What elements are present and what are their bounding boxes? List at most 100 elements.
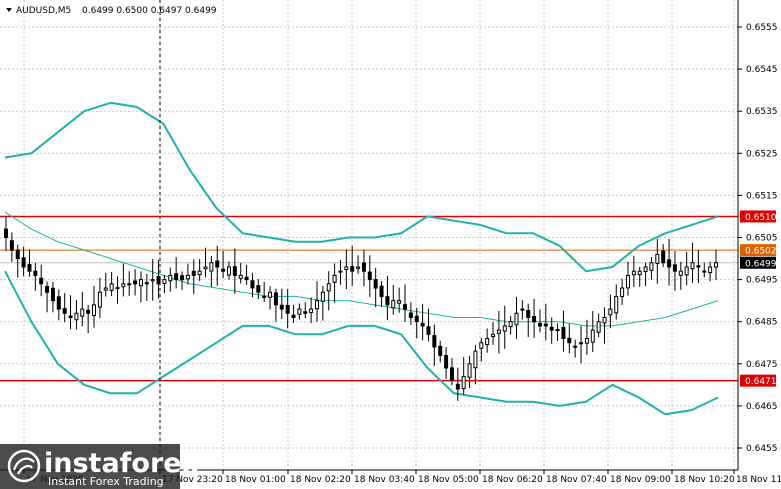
candle	[414, 308, 419, 339]
candle	[543, 303, 548, 341]
y-tick-label: 0.6475	[746, 360, 778, 370]
candle	[297, 303, 302, 320]
candle	[150, 259, 155, 301]
candle	[397, 287, 402, 313]
candle	[344, 249, 349, 290]
x-tick-label: 18 Nov 06:20	[482, 475, 543, 485]
y-tick-label: 0.6455	[746, 444, 778, 454]
candle	[473, 344, 478, 385]
x-tick-label: 18 Nov 09:00	[610, 475, 671, 485]
candle	[573, 339, 578, 358]
dropdown-arrow-icon[interactable]	[6, 8, 12, 12]
x-tick-label: 18 Nov 07:40	[546, 475, 607, 485]
current-price-label: 0.6499	[740, 256, 777, 269]
candle	[408, 302, 413, 325]
candle	[479, 338, 484, 362]
candle	[50, 282, 55, 313]
candle	[379, 281, 384, 307]
candle	[138, 271, 143, 303]
candle	[15, 244, 20, 278]
candle	[590, 310, 595, 353]
candle	[209, 255, 214, 288]
watermark-logo: instaforex Instant Forex Trading	[0, 444, 199, 489]
y-tick-label: 0.6545	[746, 65, 778, 75]
candle	[314, 281, 319, 322]
candle	[92, 285, 97, 328]
candle	[385, 275, 390, 321]
candle	[461, 357, 466, 395]
x-tick-label: 18 Nov 03:40	[354, 475, 415, 485]
candle	[602, 307, 607, 344]
candle	[356, 255, 361, 274]
candle	[156, 259, 161, 299]
svg-text:0.6499: 0.6499	[745, 259, 777, 269]
svg-text:0.6471: 0.6471	[745, 377, 777, 387]
candle	[444, 347, 449, 379]
candle	[637, 266, 642, 288]
svg-text:0.6510: 0.6510	[745, 213, 777, 223]
candle	[655, 238, 660, 284]
candle	[309, 297, 314, 323]
candle	[584, 319, 589, 355]
candle	[661, 244, 666, 268]
bollinger-upper	[4, 101, 719, 273]
candle	[250, 272, 255, 298]
candle	[520, 300, 525, 320]
candle	[714, 249, 718, 281]
candle	[68, 295, 73, 330]
candle	[502, 305, 507, 349]
candle	[56, 289, 61, 321]
candle	[467, 355, 472, 389]
candle	[268, 286, 273, 310]
level-price-label: 0.6502	[740, 244, 777, 257]
candle	[256, 279, 261, 300]
instaforex-emblem-icon	[7, 449, 41, 483]
watermark-tagline: Instant Forex Trading	[48, 475, 164, 488]
x-tick-label: 18 Nov 05:00	[418, 475, 479, 485]
candle	[273, 288, 278, 322]
candle	[162, 274, 167, 294]
candle	[367, 255, 372, 297]
candle	[262, 281, 267, 303]
candle	[45, 281, 50, 313]
candle	[326, 271, 331, 311]
candle	[4, 216, 8, 252]
candle	[672, 251, 677, 291]
candle	[27, 249, 32, 277]
candle	[496, 310, 501, 354]
candle	[109, 272, 114, 297]
candle	[420, 303, 425, 341]
candle	[115, 276, 120, 304]
candle	[232, 248, 237, 294]
candle	[221, 251, 226, 279]
candles	[4, 216, 718, 401]
candle	[708, 261, 713, 282]
candle	[215, 245, 220, 286]
candle	[555, 323, 560, 341]
svg-text:0.6502: 0.6502	[745, 247, 777, 257]
candle	[180, 271, 185, 290]
watermark-brand: instaforex	[44, 448, 199, 479]
candle	[244, 264, 249, 285]
candle	[526, 303, 531, 338]
candle	[361, 249, 366, 287]
candle	[649, 257, 654, 280]
candle	[532, 298, 537, 338]
candle	[403, 284, 408, 322]
y-tick-label: 0.6525	[746, 149, 778, 159]
candle	[702, 262, 707, 278]
candle	[485, 328, 490, 353]
candle	[238, 262, 243, 284]
candle	[191, 259, 196, 295]
y-tick-label: 0.6485	[746, 318, 778, 328]
candle	[226, 261, 231, 280]
candle	[514, 296, 519, 339]
candle	[197, 259, 202, 281]
y-tick-label: 0.6515	[746, 191, 778, 201]
candle	[579, 325, 584, 364]
candle	[303, 302, 308, 318]
candle	[678, 261, 683, 290]
